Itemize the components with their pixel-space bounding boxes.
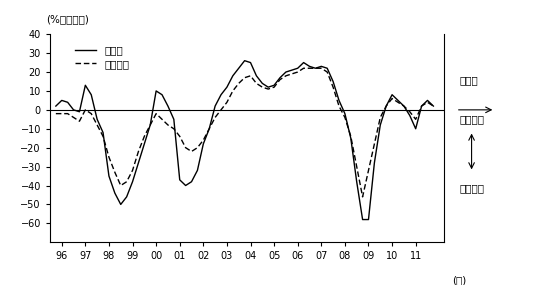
非製造業 — [300, 66, 307, 70]
製造業 — [418, 104, 425, 108]
非製造業 — [165, 123, 171, 127]
非製造業 — [430, 104, 437, 108]
製造業 — [430, 104, 437, 108]
製造業 — [53, 104, 59, 108]
Legend: 製造業, 非製造業: 製造業, 非製造業 — [71, 42, 133, 73]
Text: (年): (年) — [452, 276, 466, 285]
製造業 — [253, 74, 260, 78]
製造業 — [165, 104, 171, 108]
Text: 先行き: 先行き — [460, 75, 478, 85]
製造業 — [241, 59, 248, 62]
非製造業 — [212, 116, 219, 119]
非製造業 — [141, 135, 148, 138]
製造業 — [212, 104, 219, 108]
非製造業 — [388, 97, 395, 100]
Text: (%ポイント): (%ポイント) — [46, 14, 89, 24]
製造業 — [359, 218, 366, 221]
Line: 非製造業: 非製造業 — [56, 68, 433, 197]
製造業 — [141, 142, 148, 146]
Line: 製造業: 製造業 — [56, 61, 433, 219]
非製造業 — [359, 195, 366, 199]
製造業 — [388, 93, 395, 96]
非製造業 — [418, 104, 425, 108]
Text: 「悪い」: 「悪い」 — [460, 183, 485, 193]
非製造業 — [247, 74, 254, 78]
非製造業 — [53, 112, 59, 115]
Text: 「良い」: 「良い」 — [460, 114, 485, 124]
